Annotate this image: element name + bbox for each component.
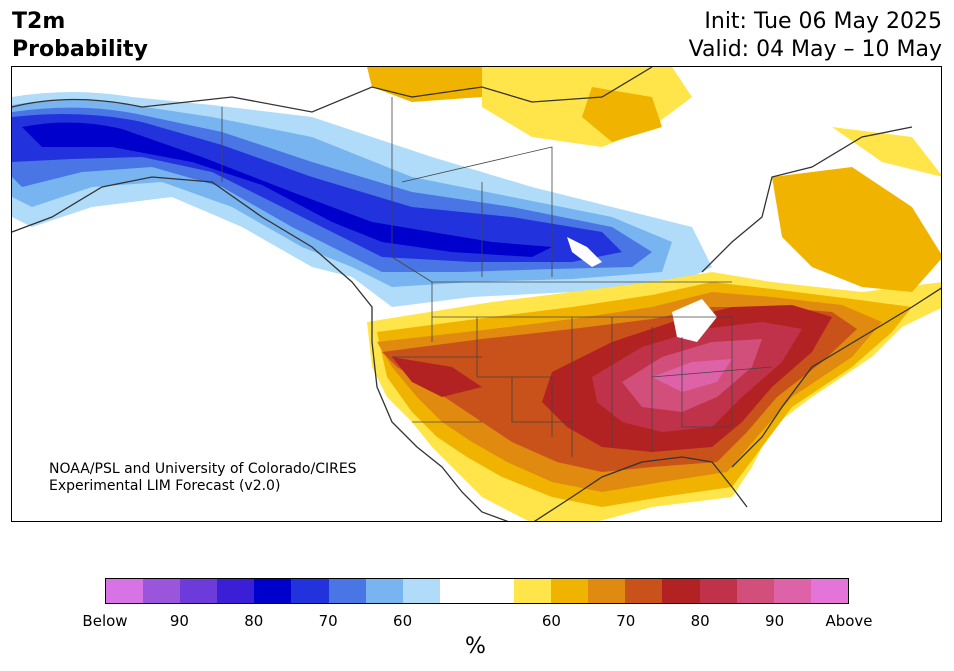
colorbar-swatch [551,579,589,603]
colorbar-swatch [143,579,181,603]
colorbar-tick-label: 80 [690,612,710,630]
colorbar-swatch [588,579,626,603]
colorbar-tick-label: 90 [169,612,189,630]
colorbar-swatch [810,579,848,603]
colorbar-swatch [514,579,552,603]
forecast-dates: Init: Tue 06 May 2025 Valid: 04 May – 10… [689,8,942,64]
colorbar-tick-label: 90 [765,612,785,630]
credit-text: NOAA/PSL and University of Colorado/CIRE… [49,461,357,495]
colorbar-tick-label: Below [82,612,128,630]
map-canvas [12,67,941,521]
below-normal-field [12,92,712,307]
colorbar-tick-label: 80 [244,612,264,630]
state-borders [221,97,773,457]
colorbar-swatch [773,579,811,603]
colorbar-tick-label: 60 [541,612,561,630]
colorbar-swatch [217,579,255,603]
colorbar-units: % [465,634,486,659]
colorbar-swatch [180,579,218,603]
title-line-1: T2m [12,9,66,34]
title-line-2: Probability [12,37,148,62]
colorbar-ticks: Below 90 80 70 60 60 70 80 90 Above [82,612,872,632]
map-title: T2m Probability [12,8,148,64]
credit-line-1: NOAA/PSL and University of Colorado/CIRE… [49,461,357,477]
valid-dates: Valid: 04 May – 10 May [688,37,942,62]
colorbar-swatch [439,579,477,603]
colorbar-swatch [625,579,663,603]
colorbar-swatch [254,579,292,603]
colorbar-swatch [736,579,774,603]
above-normal-field [367,272,941,521]
colorbar-swatch [699,579,737,603]
init-date: Init: Tue 06 May 2025 [704,9,942,34]
colorbar-tick-label: 60 [393,612,413,630]
colorbar [105,578,849,604]
colorbar-tick-label: Above [825,612,873,630]
colorbar-tick-label: 70 [318,612,338,630]
colorbar-swatch [365,579,403,603]
colorbar-swatch [106,579,144,603]
colorbar-tick-label: 70 [616,612,636,630]
colorbar-swatch [291,579,329,603]
credit-line-2: Experimental LIM Forecast (v2.0) [49,478,281,494]
probability-map [11,66,942,522]
colorbar-swatch [328,579,366,603]
colorbar-swatch [402,579,440,603]
coastlines [12,67,941,521]
colorbar-swatch [476,579,515,603]
colorbar-swatch [662,579,700,603]
